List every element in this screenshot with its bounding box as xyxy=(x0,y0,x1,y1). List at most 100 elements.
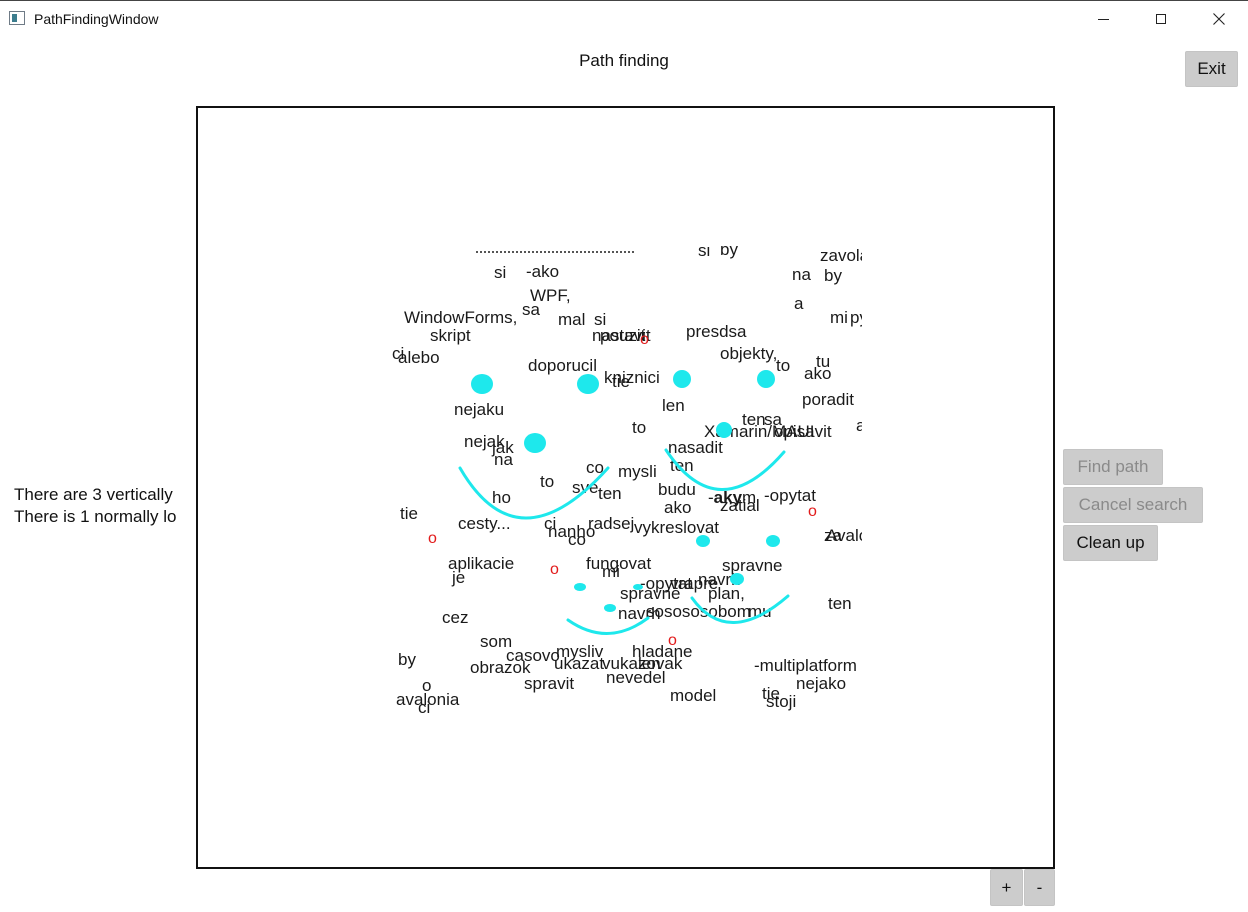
graph-word: sa xyxy=(522,300,540,319)
graph-word: spravit xyxy=(524,674,575,693)
window-top-border xyxy=(0,0,1248,1)
graph-word: fungovat xyxy=(586,554,652,573)
graph-word: Xamarin/MAUI xyxy=(704,422,815,441)
maximize-icon xyxy=(1156,14,1166,24)
path-node xyxy=(574,583,586,591)
graph-word: by xyxy=(398,650,416,669)
graph-word: objekty, xyxy=(720,344,778,363)
graph-word: a xyxy=(794,294,804,313)
status-line-1: There are 3 vertically xyxy=(14,485,173,504)
clean-up-button[interactable]: Clean up xyxy=(1063,525,1158,561)
status-line-2: There is 1 normally lo xyxy=(14,507,177,526)
graph-word: to xyxy=(632,418,647,437)
graph-word: nasadit xyxy=(668,438,723,457)
graph-word: ci xyxy=(544,514,557,533)
path-node xyxy=(633,584,643,590)
graph-word: ten xyxy=(670,456,694,475)
graph-word: nevedel xyxy=(606,668,666,687)
graph-word: opisavit xyxy=(774,422,832,441)
graph-word: zavola xyxy=(820,246,862,265)
graph-word: radsej xyxy=(588,514,635,533)
path-node xyxy=(757,370,775,388)
graph-word: je xyxy=(452,568,466,587)
graph-word: cesty... xyxy=(458,514,511,533)
graph-word: ako xyxy=(804,364,832,383)
find-path-button[interactable]: Find path xyxy=(1063,449,1163,485)
minimize-icon xyxy=(1097,18,1109,20)
graph-word: len xyxy=(662,396,685,415)
word-cloud: sibyzavolasi-akonabyWPF,saaWindowForms,m… xyxy=(392,246,862,716)
zoom-in-button[interactable]: + xyxy=(990,869,1023,906)
graph-word: vukazovak xyxy=(602,654,683,673)
graph-word: navrh xyxy=(698,570,741,589)
path-node xyxy=(716,422,732,438)
graph-word: -multiplatform xyxy=(754,656,857,675)
path-node xyxy=(471,374,493,394)
graph-word: co xyxy=(586,458,604,477)
graph-word: na xyxy=(792,265,811,284)
graph-word: mysliv xyxy=(556,642,604,661)
graph-word: tie xyxy=(762,684,780,703)
title-bar: PathFindingWindow xyxy=(0,1,1248,37)
zoom-out-button[interactable]: - xyxy=(1024,869,1055,906)
graph-word: hladane xyxy=(632,642,693,661)
obstacle-marker: o xyxy=(668,632,677,649)
graph-word: mi xyxy=(830,308,848,327)
graph-word: ten xyxy=(828,594,852,613)
graph-word: WPF, xyxy=(530,286,571,305)
graph-word: vykreslovat xyxy=(634,518,720,537)
path-arc xyxy=(690,594,790,624)
graph-word: -ako xyxy=(526,262,560,281)
graph-word: len xyxy=(638,654,661,673)
path-node xyxy=(766,535,780,547)
exit-button[interactable]: Exit xyxy=(1185,51,1238,87)
graph-word: sosososobom xyxy=(646,602,751,621)
path-arc xyxy=(458,466,610,520)
graph-word: navrh xyxy=(618,604,661,623)
cancel-search-button[interactable]: Cancel search xyxy=(1063,487,1203,523)
app-icon xyxy=(9,11,25,25)
graph-word: ukazat xyxy=(554,654,605,673)
graph-word: tie xyxy=(400,504,418,523)
graph-word: o xyxy=(422,676,432,695)
graph-word-emphasis: -akym xyxy=(708,488,757,507)
pathfinding-canvas[interactable]: sibyzavolasi-akonabyWPF,saaWindowForms,m… xyxy=(196,106,1055,869)
graph-word: si xyxy=(494,263,507,282)
graph-word: casovo xyxy=(506,646,560,665)
graph-word: zatial xyxy=(720,496,760,515)
graph-word: poradit xyxy=(802,390,854,409)
path-node xyxy=(604,604,616,612)
minimize-button[interactable] xyxy=(1080,1,1126,37)
graph-word: plan, xyxy=(708,584,745,603)
graph-word: na xyxy=(494,450,513,469)
obstacle-marker: o xyxy=(808,503,817,520)
graph-word: cez xyxy=(442,608,469,627)
close-button[interactable] xyxy=(1196,1,1242,37)
graph-word: mysli xyxy=(618,462,657,481)
maximize-button[interactable] xyxy=(1138,1,1184,37)
graph-word: mu xyxy=(748,602,772,621)
graph-word: tie xyxy=(612,372,630,391)
graph-word: avalonia xyxy=(396,690,460,709)
graph-word: si xyxy=(698,246,711,260)
graph-word: by xyxy=(824,266,842,285)
graph-word: mal xyxy=(558,310,586,329)
graph-word: vrapre xyxy=(670,574,719,593)
graph-word: ten xyxy=(742,410,766,429)
graph-word: nejako xyxy=(796,674,847,693)
page-title: Path finding xyxy=(579,51,669,70)
graph-word: ci xyxy=(418,698,431,716)
path-arc xyxy=(664,448,786,491)
graph-word: mi xyxy=(602,562,620,581)
graph-word: Avalo xyxy=(826,526,862,545)
graph-word: som xyxy=(480,632,513,651)
close-icon xyxy=(1213,13,1225,25)
graph-word: to xyxy=(540,472,555,491)
graph-word: to xyxy=(776,356,791,375)
graph-word: stoji xyxy=(766,692,797,711)
graph-word: co xyxy=(568,530,586,549)
obstacle-marker: o xyxy=(640,331,649,348)
path-arc xyxy=(566,616,650,635)
graph-word: spravne xyxy=(722,556,783,575)
graph-word: nastavit xyxy=(592,326,651,345)
